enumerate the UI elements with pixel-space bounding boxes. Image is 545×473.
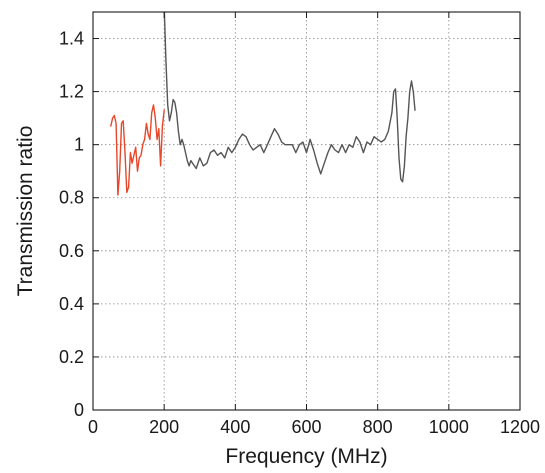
y-axis-title: Transmission ratio — [14, 126, 37, 297]
grid-layer — [93, 12, 520, 410]
x-axis-title: Frequency (MHz) — [225, 445, 387, 468]
x-tick-label: 400 — [220, 417, 250, 437]
y-tick-label: 0.2 — [59, 347, 84, 367]
x-tick-label: 0 — [88, 417, 98, 437]
y-tick-label: 0.8 — [59, 188, 84, 208]
y-tick-label: 1.2 — [59, 82, 84, 102]
x-tick-label: 1000 — [429, 417, 469, 437]
series-line-1 — [110, 104, 165, 196]
y-tick-label: 0.6 — [59, 241, 84, 261]
series-line-2 — [163, 12, 416, 183]
x-tick-label: 800 — [363, 417, 393, 437]
y-tick-label: 1.4 — [59, 29, 84, 49]
tick-layer — [92, 12, 521, 411]
y-tick-label: 0 — [74, 400, 84, 420]
x-tick-label: 600 — [291, 417, 321, 437]
y-tick-label: 1 — [74, 135, 84, 155]
plot-area-frame — [92, 11, 521, 411]
series-layer — [110, 12, 416, 196]
x-tick-label: 1200 — [500, 417, 540, 437]
x-tick-label: 200 — [149, 417, 179, 437]
y-tick-label: 0.4 — [59, 294, 84, 314]
tick-label-layer: 0 200 400 600 800 1000 1200 0 0.2 0.4 0.6 0.8 1 1.2 1.… — [59, 29, 540, 437]
